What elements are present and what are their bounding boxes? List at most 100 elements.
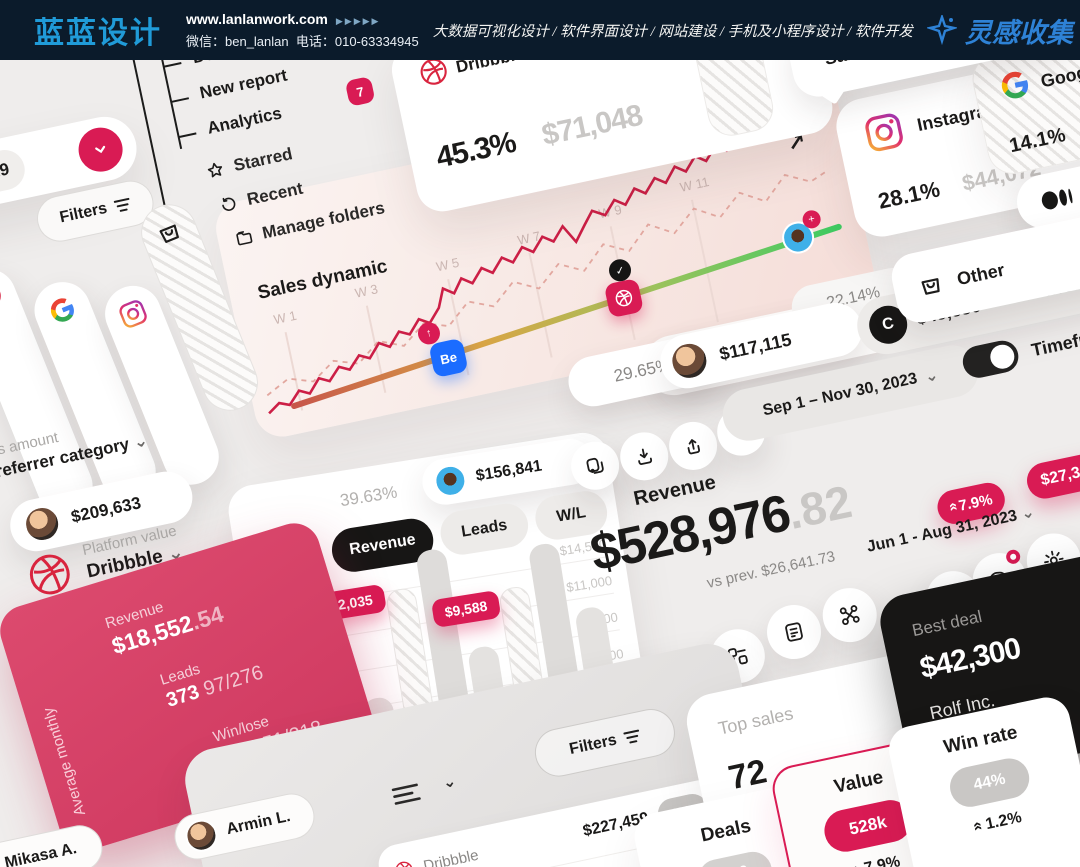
revenue-delta-badge: $27,335.09 <box>1023 444 1080 502</box>
date-range: Sep 1 – Nov 30, 2023 <box>761 370 919 420</box>
row-platform: Dribbble <box>421 846 481 867</box>
history-icon <box>222 197 236 211</box>
command-button[interactable] <box>817 583 882 648</box>
progress-gradient-line <box>291 223 842 410</box>
filter-icon <box>623 729 640 744</box>
double-chevron-up-icon: » <box>968 821 987 833</box>
copy-button[interactable] <box>566 437 624 495</box>
list-menu-icon[interactable] <box>390 781 425 814</box>
other-label: Other <box>955 259 1007 289</box>
dribbble-marker[interactable] <box>603 277 645 319</box>
chart-amount: $156,841 <box>474 457 544 485</box>
download-button[interactable] <box>615 427 673 485</box>
counter-secondary[interactable]: 29 <box>0 146 29 196</box>
filters-button[interactable]: Filters <box>32 176 158 246</box>
dribbble-icon <box>29 554 70 595</box>
medium-pill[interactable] <box>1011 135 1080 234</box>
google-card: Google 14.1% $ <box>967 60 1080 179</box>
instagram-icon <box>865 113 903 152</box>
file-text-icon <box>785 622 803 642</box>
timeframe-label: Timeframe <box>1029 321 1080 360</box>
chip-label: Armin L. <box>224 807 292 839</box>
arrows-icon: ▶▶▶▶▶ <box>335 16 381 27</box>
platform-bar-other[interactable] <box>132 196 267 420</box>
behance-icon: Be <box>438 348 459 367</box>
timeframe-toggle[interactable] <box>959 337 1022 381</box>
brand-title: 蓝蓝设计 <box>34 17 162 50</box>
avatar <box>182 816 221 855</box>
average-monthly-side-label: Average monthly <box>40 705 90 818</box>
copy-icon <box>586 457 604 474</box>
platform-row[interactable]: Dribbble $227,459 43% <box>375 777 727 867</box>
dribbble-stat-card: Dribbble 45.3% $71,048 <box>387 60 838 217</box>
services-list: 大数据可视化设计 / 软件界面设计 / 网站建设 / 手机及小程序设计 / 软件… <box>432 23 913 40</box>
win-rate-pill: 44% <box>946 754 1033 811</box>
notification-dot <box>1004 548 1022 566</box>
shopping-bag-icon <box>159 224 179 243</box>
stat-amount: $71,048 <box>538 98 646 153</box>
bubble-text: Sales strick <box>822 60 924 69</box>
platform-percent: 14.1% <box>1007 124 1068 158</box>
download-icon <box>638 448 653 465</box>
stat-percent: 45.3% <box>433 125 519 175</box>
platform-bars <box>0 184 316 587</box>
filter-icon <box>113 197 130 212</box>
filters-button-bottom[interactable]: Filters <box>530 704 680 781</box>
platform-name: Dribbble <box>454 60 526 77</box>
toggle-knob <box>988 342 1017 371</box>
website-link[interactable]: www.lanlanwork.com <box>186 11 328 28</box>
chevron-down-icon <box>95 145 106 154</box>
chevron-down-icon[interactable]: ⌄ <box>441 772 458 793</box>
inspiration-brand: 灵感收集 <box>926 11 1073 50</box>
best-deal-value: $42,300 <box>917 631 1024 686</box>
instagram-icon <box>119 300 147 328</box>
google-icon <box>1001 71 1029 99</box>
dribbble-icon <box>420 60 447 85</box>
star-icon <box>207 162 223 178</box>
amount-value: $209,633 <box>69 493 143 527</box>
avatar <box>666 338 712 384</box>
avatar <box>20 502 64 546</box>
bottom-list-panel: ⌄ Filters Dribbble $227,459 43% 27% <box>179 638 795 867</box>
folder-icon <box>236 231 253 246</box>
sparkle-star-icon <box>926 15 957 45</box>
menu-item-manage-folders[interactable]: Manage folders <box>233 198 387 249</box>
platform-name: Google <box>1038 60 1080 92</box>
deals-pill: 256 <box>695 848 776 867</box>
menu-tree-lines <box>119 60 197 224</box>
phone-label: 电话：010-63334945 <box>295 34 419 50</box>
chip-label: Mikasa A. <box>3 840 79 867</box>
dribbble-icon <box>615 289 633 307</box>
google-icon <box>50 298 74 322</box>
platform-bar-instagram[interactable] <box>96 277 228 494</box>
menu-item-starred[interactable]: Starred <box>204 144 294 182</box>
wechat-label: 微信：ben_lanlan <box>186 34 289 50</box>
share-button[interactable] <box>664 417 722 475</box>
avatar <box>432 462 469 500</box>
document-button[interactable] <box>762 600 827 665</box>
other-card[interactable]: Other <box>887 198 1080 327</box>
top-sales-label: Top sales <box>716 703 795 739</box>
share-icon <box>687 439 700 455</box>
chevron-down-icon: ⌄ <box>923 366 940 387</box>
menu-item-recent[interactable]: Recent <box>218 179 305 216</box>
hatched-bar <box>683 60 778 141</box>
platform-bar-google[interactable] <box>26 273 165 508</box>
dribbble-icon <box>395 861 413 867</box>
chevron-down-icon: ⌄ <box>1015 503 1037 524</box>
platform-rows-card: Dribbble $227,459 43% 27% <box>374 776 743 867</box>
site-header: 蓝蓝设计 www.lanlanwork.com ▶▶▶▶▶ 微信：ben_lanl… <box>0 0 1080 60</box>
dashed-series-line <box>266 168 830 397</box>
command-icon <box>839 605 860 625</box>
shopping-bag-icon <box>921 278 940 295</box>
platform-percent: 28.1% <box>875 176 943 214</box>
chart-percent: 39.63% <box>338 482 399 511</box>
revenue-cents: .82 <box>782 474 857 540</box>
design-collage-canvas: Sales dynamic W 1 W 3 W 5 W 7 W 9 W 11 B <box>0 60 1080 867</box>
medium-icon <box>1041 188 1073 210</box>
date-counter-card: 12 29 <box>0 110 143 222</box>
confirm-check-button[interactable] <box>74 123 127 176</box>
instagram-card: Instagram 28.1% $44,072 <box>831 60 1080 242</box>
best-deal-label: Best deal <box>910 606 984 641</box>
person-chip-mikasa[interactable]: Mikasa A. <box>0 821 107 867</box>
